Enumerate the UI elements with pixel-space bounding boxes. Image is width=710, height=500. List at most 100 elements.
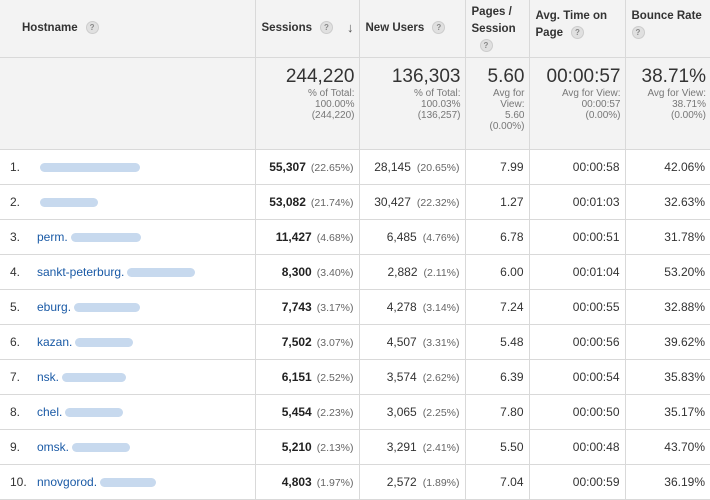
totals-pages-session-sub: 5.60 bbox=[466, 110, 525, 121]
new-users-value: 3,574 bbox=[387, 370, 417, 384]
column-header-pages-session[interactable]: Pages / Session? bbox=[465, 0, 529, 57]
totals-pages-session-sub: (0.00%) bbox=[466, 121, 525, 132]
sessions-percent: (1.97%) bbox=[317, 477, 354, 489]
redacted-hostname-blur bbox=[127, 268, 195, 277]
redacted-hostname-blur bbox=[62, 373, 126, 382]
sessions-cell: 5,210 (2.13%) bbox=[255, 429, 359, 464]
avg-time-cell: 00:01:03 bbox=[529, 184, 625, 219]
row-index: 7. bbox=[10, 370, 37, 384]
new-users-cell: 28,145 (20.65%) bbox=[359, 149, 465, 184]
avg-time-cell: 00:00:58 bbox=[529, 149, 625, 184]
sessions-percent: (2.13%) bbox=[317, 442, 354, 454]
bounce-rate-cell: 43.70% bbox=[625, 429, 710, 464]
totals-bounce-rate-cell: 38.71% Avg for View: 38.71% (0.00%) bbox=[625, 57, 710, 149]
pages-session-cell: 5.48 bbox=[465, 324, 529, 359]
avg-time-cell: 00:00:50 bbox=[529, 394, 625, 429]
hostname-link[interactable]: chel. bbox=[37, 405, 62, 419]
bounce-rate-cell: 36.19% bbox=[625, 464, 710, 499]
redacted-hostname-blur bbox=[72, 443, 130, 452]
hostname-link[interactable]: nnovgorod. bbox=[37, 475, 97, 489]
hostname-cell: 6. kazan. bbox=[0, 324, 255, 359]
help-icon[interactable]: ? bbox=[632, 26, 645, 39]
sessions-value: 6,151 bbox=[282, 370, 312, 384]
sessions-cell: 7,743 (3.17%) bbox=[255, 289, 359, 324]
pages-session-cell: 6.00 bbox=[465, 254, 529, 289]
sessions-cell: 53,082 (21.74%) bbox=[255, 184, 359, 219]
sessions-cell: 6,151 (2.52%) bbox=[255, 359, 359, 394]
sessions-value: 7,743 bbox=[282, 300, 312, 314]
pages-session-cell: 6.78 bbox=[465, 219, 529, 254]
row-index: 6. bbox=[10, 335, 37, 349]
totals-bounce-rate-sub: 38.71% bbox=[626, 99, 707, 110]
totals-new-users-sub: % of Total: bbox=[360, 88, 461, 99]
table-row: 10. nnovgorod. 4,803 (1.97%) 2,572 (1.89%) 7.0… bbox=[0, 464, 710, 499]
new-users-value: 28,145 bbox=[374, 160, 411, 174]
sort-descending-icon[interactable]: ↓ bbox=[347, 19, 354, 36]
hostname-link[interactable]: kazan. bbox=[37, 335, 72, 349]
new-users-value: 3,291 bbox=[387, 440, 417, 454]
totals-avg-time-sub: (0.00%) bbox=[530, 110, 621, 121]
table-row: 6. kazan. 7,502 (3.07%) 4,507 (3.31%) 5.48 00:0… bbox=[0, 324, 710, 359]
hostname-link[interactable]: eburg. bbox=[37, 300, 71, 314]
avg-time-header-line1: Avg. Time on bbox=[536, 8, 619, 25]
column-header-avg-time[interactable]: Avg. Time on Page? bbox=[529, 0, 625, 57]
totals-row: 244,220 % of Total: 100.00% (244,220) 13… bbox=[0, 57, 710, 149]
new-users-percent: (4.76%) bbox=[423, 232, 460, 244]
totals-avg-time-value: 00:00:57 bbox=[530, 66, 621, 88]
bounce-rate-cell: 31.78% bbox=[625, 219, 710, 254]
sessions-value: 55,307 bbox=[269, 160, 306, 174]
help-icon[interactable]: ? bbox=[432, 21, 445, 34]
sessions-value: 53,082 bbox=[269, 195, 306, 209]
new-users-value: 30,427 bbox=[374, 195, 411, 209]
hostname-cell: 5. eburg. bbox=[0, 289, 255, 324]
column-header-hostname[interactable]: Hostname? bbox=[0, 0, 255, 57]
new-users-percent: (3.14%) bbox=[423, 302, 460, 314]
pages-session-cell: 7.04 bbox=[465, 464, 529, 499]
totals-new-users-sub: (136,257) bbox=[360, 110, 461, 121]
avg-time-cell: 00:00:48 bbox=[529, 429, 625, 464]
sessions-cell: 55,307 (22.65%) bbox=[255, 149, 359, 184]
pages-session-cell: 7.80 bbox=[465, 394, 529, 429]
column-header-bounce-rate[interactable]: Bounce Rate ? bbox=[625, 0, 710, 57]
row-index: 3. bbox=[10, 230, 37, 244]
hostname-link[interactable]: omsk. bbox=[37, 440, 69, 454]
sessions-value: 7,502 bbox=[282, 335, 312, 349]
pages-session-header-line1: Pages / bbox=[472, 4, 523, 21]
totals-sessions-sub: 100.00% bbox=[256, 99, 355, 110]
redacted-hostname-blur bbox=[74, 303, 140, 312]
hostname-cell: 9. omsk. bbox=[0, 429, 255, 464]
column-header-sessions[interactable]: Sessions? ↓ bbox=[255, 0, 359, 57]
avg-time-cell: 00:00:51 bbox=[529, 219, 625, 254]
table-row: 7. nsk. 6,151 (2.52%) 3,574 (2.62%) 6.39 00:00:… bbox=[0, 359, 710, 394]
help-icon[interactable]: ? bbox=[320, 21, 333, 34]
hostname-link[interactable]: perm. bbox=[37, 230, 68, 244]
sessions-value: 11,427 bbox=[276, 230, 312, 244]
totals-bounce-rate-sub: Avg for View: bbox=[626, 88, 707, 99]
help-icon[interactable]: ? bbox=[480, 39, 493, 52]
redacted-hostname-blur bbox=[40, 198, 98, 207]
avg-time-cell: 00:00:59 bbox=[529, 464, 625, 499]
hostname-link[interactable]: nsk. bbox=[37, 370, 59, 384]
pages-session-header-line2: Session bbox=[472, 23, 516, 35]
new-users-value: 2,882 bbox=[387, 265, 417, 279]
sessions-percent: (2.23%) bbox=[317, 407, 354, 419]
new-users-value: 3,065 bbox=[387, 405, 417, 419]
totals-sessions-sub: (244,220) bbox=[256, 110, 355, 121]
redacted-hostname-blur bbox=[40, 163, 140, 172]
new-users-value: 6,485 bbox=[387, 230, 417, 244]
help-icon[interactable]: ? bbox=[86, 21, 99, 34]
totals-new-users-cell: 136,303 % of Total: 100.03% (136,257) bbox=[359, 57, 465, 149]
sessions-value: 5,210 bbox=[282, 440, 312, 454]
new-users-percent: (22.32%) bbox=[417, 197, 460, 209]
pages-session-cell: 5.50 bbox=[465, 429, 529, 464]
hostname-cell: 3. perm. bbox=[0, 219, 255, 254]
hostname-header-label: Hostname bbox=[22, 22, 78, 34]
new-users-cell: 3,065 (2.25%) bbox=[359, 394, 465, 429]
hostname-cell: 1. bbox=[0, 149, 255, 184]
new-users-percent: (1.89%) bbox=[423, 477, 460, 489]
hostname-cell: 10. nnovgorod. bbox=[0, 464, 255, 499]
column-header-new-users[interactable]: New Users? bbox=[359, 0, 465, 57]
hostname-link[interactable]: sankt-peterburg. bbox=[37, 265, 124, 279]
help-icon[interactable]: ? bbox=[571, 26, 584, 39]
